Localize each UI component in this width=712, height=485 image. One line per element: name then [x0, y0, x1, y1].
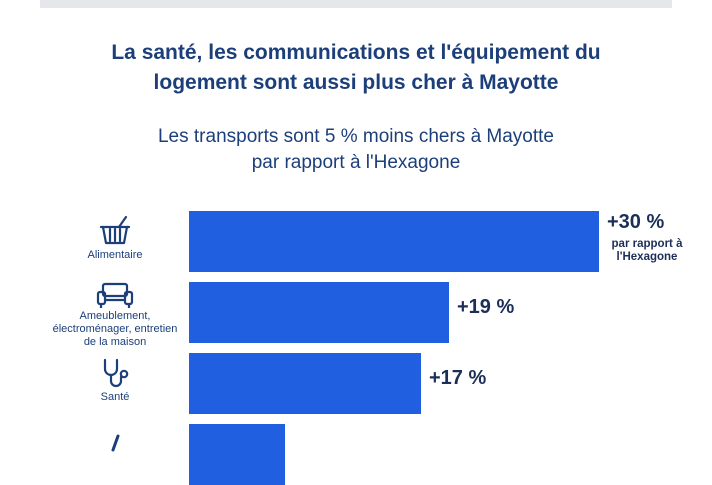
top-divider-bar [40, 0, 672, 8]
value-label: +19 % [457, 296, 515, 318]
reference-note: par rapport à l'Hexagone [611, 238, 683, 263]
category-label: Santé [100, 391, 130, 403]
phone-icon [50, 432, 180, 457]
basket-icon [50, 215, 180, 252]
bar-4 [189, 424, 285, 485]
bar-2 [189, 282, 449, 343]
bar-3 [189, 353, 421, 414]
category-label: Alimentaire [87, 249, 143, 261]
chart-title: La santé, les communications et l'équipe… [111, 41, 601, 94]
chart-subtitle: Les transports sont 5 % moins chers à Ma… [157, 126, 554, 173]
category-label: Ameublement, électroménager, entretien d… [52, 310, 178, 348]
value-label: +30 % [607, 211, 665, 233]
value-label: +17 % [429, 367, 487, 389]
bar-1 [189, 211, 599, 272]
sofa-icon [50, 280, 180, 315]
stethoscope-icon [50, 357, 180, 396]
